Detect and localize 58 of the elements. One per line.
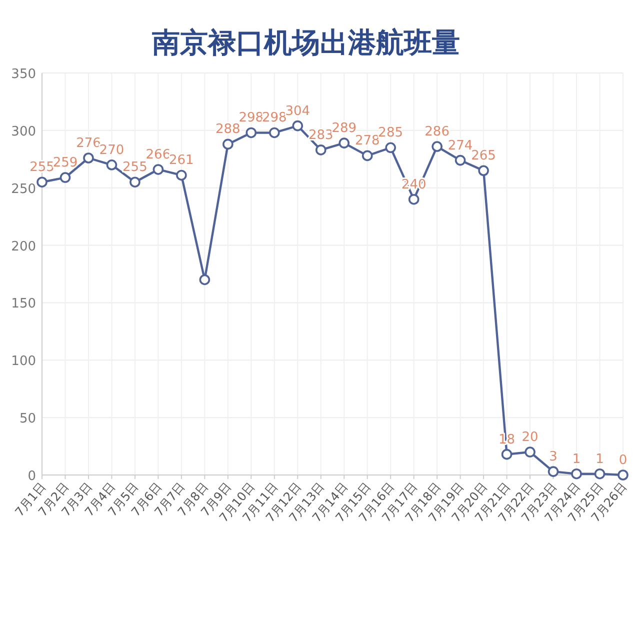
point bbox=[385, 142, 396, 154]
data-label: 276 bbox=[76, 136, 101, 151]
point bbox=[524, 446, 536, 458]
point bbox=[571, 468, 582, 480]
data-label: 259 bbox=[52, 156, 78, 171]
data-label: 298 bbox=[238, 110, 264, 126]
data-label: 1 bbox=[596, 452, 604, 467]
data-label: 3 bbox=[549, 450, 558, 465]
data-label: 265 bbox=[471, 148, 496, 164]
y-tick-label: 250 bbox=[11, 182, 36, 197]
data-label: 286 bbox=[424, 124, 450, 140]
data-label: 288 bbox=[216, 122, 240, 138]
data-label: 283 bbox=[308, 128, 334, 143]
y-tick-label: 150 bbox=[11, 296, 36, 312]
point bbox=[548, 466, 559, 477]
y-tick-label: 0 bbox=[28, 469, 36, 484]
point bbox=[594, 468, 606, 480]
data-label: 0 bbox=[618, 453, 628, 468]
point bbox=[501, 448, 512, 460]
point bbox=[130, 176, 140, 188]
data-label: 1 bbox=[572, 452, 581, 467]
data-label: 20 bbox=[522, 430, 538, 446]
point bbox=[315, 144, 326, 156]
data-label: 289 bbox=[332, 121, 357, 136]
data-label: 274 bbox=[448, 138, 473, 154]
point bbox=[478, 165, 489, 176]
data-label: 278 bbox=[354, 134, 380, 149]
y-tick-label: 200 bbox=[11, 239, 36, 254]
point bbox=[199, 274, 210, 286]
data-label: 266 bbox=[146, 147, 171, 162]
point bbox=[618, 470, 628, 480]
y-tick-label: 350 bbox=[11, 67, 36, 82]
data-label: 270 bbox=[99, 142, 124, 158]
data-label: 298 bbox=[262, 110, 287, 126]
point bbox=[362, 150, 373, 162]
point bbox=[269, 127, 280, 138]
point bbox=[60, 172, 71, 183]
data-label: 255 bbox=[30, 160, 54, 176]
y-tick-label: 300 bbox=[11, 124, 36, 140]
point bbox=[152, 164, 164, 175]
data-label: 255 bbox=[122, 160, 148, 176]
y-tick-label: 100 bbox=[11, 354, 36, 370]
chart-title: 南京禄口机场出港航班量 bbox=[151, 26, 460, 59]
point bbox=[338, 138, 350, 148]
point bbox=[176, 170, 187, 181]
point bbox=[246, 127, 257, 138]
point bbox=[106, 159, 118, 170]
point bbox=[454, 154, 466, 166]
point bbox=[83, 152, 94, 164]
data-label: 261 bbox=[169, 153, 194, 168]
point bbox=[36, 176, 48, 188]
data-label: 285 bbox=[378, 126, 404, 141]
point bbox=[408, 194, 420, 205]
point bbox=[292, 120, 304, 132]
point bbox=[432, 141, 442, 152]
point bbox=[222, 138, 234, 150]
data-label: 304 bbox=[285, 104, 310, 119]
y-tick-label: 50 bbox=[19, 412, 36, 427]
